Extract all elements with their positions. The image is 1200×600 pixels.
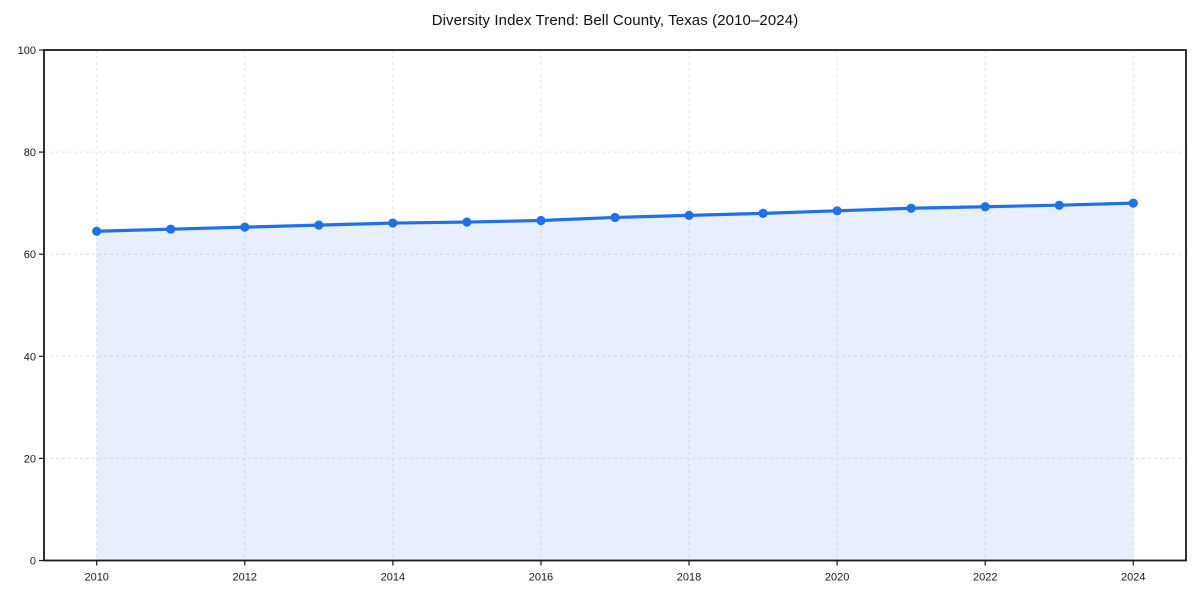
data-point [684,210,694,221]
data-point [462,217,472,227]
data-point [388,218,398,228]
y-tick-label: 100 [18,45,36,57]
x-tick-label: 2020 [825,572,849,584]
x-tick-label: 2022 [973,572,997,584]
data-point-markers [92,198,1138,236]
data-point [240,222,250,232]
x-tick-label: 2018 [677,572,701,584]
x-tick-label: 2010 [84,572,108,584]
data-point [166,224,176,234]
plot-frame [43,49,1187,562]
y-tick-label: 20 [24,453,36,465]
chart-title: Diversity Index Trend: Bell County, Texa… [431,12,799,29]
x-tick-label: 2014 [381,572,405,584]
data-point [536,215,546,226]
x-tick-label: 2012 [233,572,257,584]
x-tick-label: 2024 [1121,572,1145,584]
y-tick-label: 80 [24,147,36,159]
area-fill [96,203,1134,561]
data-point [1054,200,1064,210]
data-point [92,226,102,236]
axis-ticks [39,49,1134,566]
data-point [314,220,324,230]
y-tick-label: 60 [24,249,36,261]
x-tick-label: 2016 [529,572,553,584]
y-tick-label: 0 [30,556,36,568]
y-tick-label: 40 [24,351,36,363]
data-point [758,208,768,218]
data-point [832,206,842,216]
axis-tick-labels: 0 20 40 60 80 100 2010 2012 2014 2016 2018 2020 2022… [18,45,1146,584]
data-point [610,212,620,223]
data-point [980,202,990,212]
data-point [906,203,916,213]
data-point [1128,198,1138,208]
